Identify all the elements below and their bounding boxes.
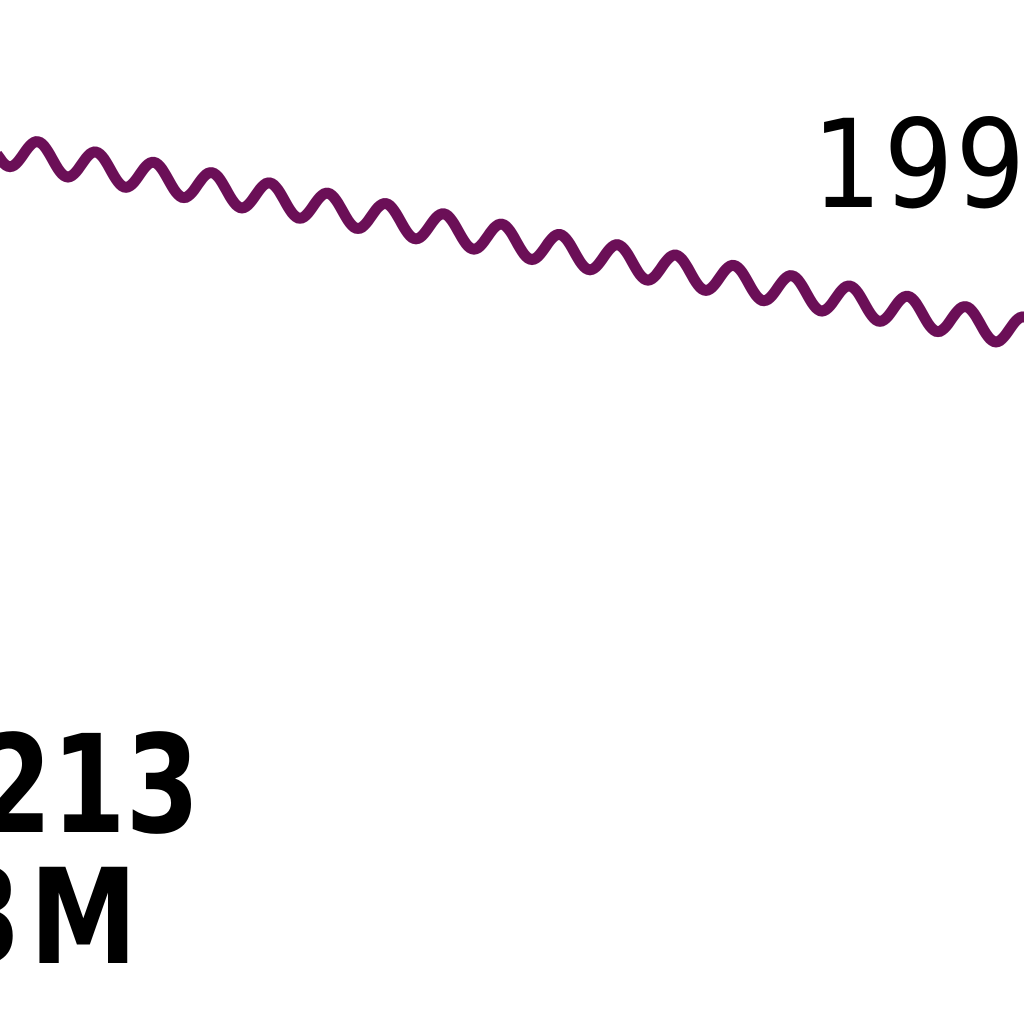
value-label-bottom-left-unit: 3M	[0, 841, 146, 995]
value-label-top-right: 199	[812, 94, 1024, 236]
wavy-line-path	[0, 136, 1024, 348]
value-label-bottom-left: 213	[0, 707, 200, 865]
